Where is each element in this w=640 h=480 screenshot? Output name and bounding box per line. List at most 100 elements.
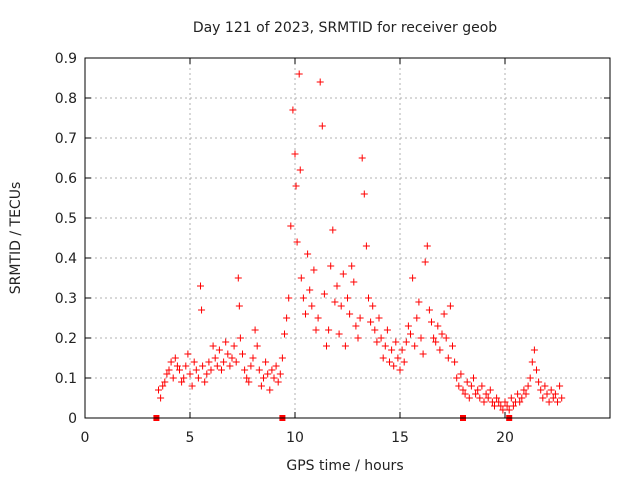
data-point: [530, 346, 538, 354]
data-point: [268, 366, 276, 374]
data-point: [176, 366, 183, 374]
data-point: [224, 350, 232, 358]
data-point: [283, 314, 291, 322]
data-point: [207, 366, 215, 374]
data-point: [346, 310, 354, 318]
data-point: [220, 358, 228, 366]
data-point: [228, 354, 236, 362]
data-point: [488, 398, 496, 406]
data-point: [266, 386, 274, 394]
data-point: [484, 394, 492, 402]
data-point: [230, 342, 238, 350]
data-point: [438, 330, 446, 338]
data-point: [478, 382, 486, 390]
data-point: [402, 338, 410, 346]
y-tick-label: 0.7: [55, 131, 77, 147]
data-point: [167, 358, 175, 366]
data-point: [516, 398, 524, 406]
data-point: [547, 386, 555, 394]
data-point: [201, 378, 209, 386]
data-point: [199, 362, 207, 370]
data-point: [409, 274, 417, 282]
data-point: [295, 70, 303, 78]
data-point: [396, 366, 404, 374]
data-point: [362, 242, 370, 250]
data-point: [379, 354, 387, 362]
data-point: [159, 382, 167, 390]
data-point: [388, 346, 396, 354]
data-point: [302, 310, 309, 318]
data-point: [239, 350, 246, 358]
data-point: [323, 342, 330, 350]
data-point: [446, 302, 454, 310]
y-axis-label: SRMTID / TECUs: [8, 182, 24, 295]
data-point: [482, 390, 490, 398]
y-tick-label: 0.3: [55, 291, 77, 307]
data-point: [327, 262, 335, 270]
data-point: [354, 334, 362, 342]
data-point: [558, 394, 566, 402]
data-point: [222, 338, 230, 346]
data-point: [339, 270, 347, 278]
x-tick-label: 10: [286, 430, 304, 446]
data-point: [274, 378, 282, 386]
data-point: [411, 342, 419, 350]
data-point: [198, 306, 206, 314]
data-point: [297, 274, 305, 282]
y-tick-label: 0.9: [55, 51, 77, 67]
data-point: [520, 386, 528, 394]
data-point: [304, 250, 312, 258]
data-point: [497, 402, 505, 410]
data-point: [308, 302, 316, 310]
data-point: [398, 346, 406, 354]
data-point: [457, 370, 465, 378]
data-point: [535, 378, 543, 386]
data-point: [451, 358, 459, 366]
data-point: [413, 314, 421, 322]
data-point: [292, 182, 300, 190]
data-point: [171, 354, 179, 362]
data-point: [190, 358, 198, 366]
data-point: [218, 366, 225, 374]
data-point: [236, 334, 244, 342]
data-point: [299, 294, 307, 302]
data-point: [386, 358, 393, 366]
data-point: [476, 394, 484, 402]
data-points: [155, 70, 566, 414]
data-point: [415, 298, 423, 306]
data-point: [350, 278, 358, 286]
data-point: [404, 322, 412, 330]
data-point: [169, 374, 177, 382]
data-point: [444, 354, 452, 362]
y-tick-label: 0.1: [55, 371, 77, 387]
data-point: [371, 326, 379, 334]
data-point: [505, 406, 513, 414]
data-point: [241, 366, 249, 374]
data-point: [507, 394, 515, 402]
data-point: [541, 382, 549, 390]
data-point: [314, 314, 322, 322]
data-point: [211, 354, 219, 362]
data-point: [407, 330, 414, 338]
data-point: [318, 122, 326, 130]
grid-lines: [85, 58, 610, 418]
data-point: [358, 154, 366, 162]
data-point: [243, 374, 251, 382]
data-point: [474, 386, 482, 394]
data-point: [161, 378, 169, 386]
data-point: [419, 350, 427, 358]
data-point: [356, 314, 364, 322]
data-point: [155, 386, 162, 394]
data-point: [296, 166, 304, 174]
data-point: [369, 302, 377, 310]
data-point: [264, 370, 272, 378]
data-point: [432, 338, 440, 346]
data-point: [549, 394, 557, 402]
data-point: [203, 370, 211, 378]
data-point: [463, 378, 471, 386]
data-point: [375, 314, 383, 322]
data-point: [209, 342, 217, 350]
data-point: [213, 362, 221, 370]
data-point: [480, 398, 488, 406]
y-tick-label: 0.8: [55, 91, 77, 107]
